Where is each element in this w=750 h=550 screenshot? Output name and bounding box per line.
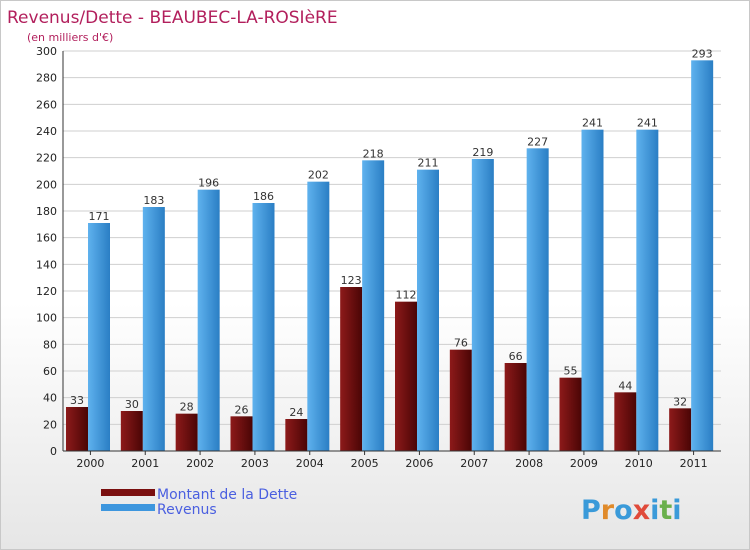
- value-label: 202: [308, 169, 329, 182]
- legend-swatch: [101, 489, 155, 496]
- bar-revenus: [526, 148, 549, 452]
- y-tick-label: 220: [36, 152, 57, 165]
- x-tick-label: 2002: [186, 457, 214, 470]
- value-label: 218: [363, 147, 384, 160]
- x-tick-label: 2010: [625, 457, 653, 470]
- bar-dette: [504, 363, 527, 451]
- logo-letter: P: [581, 495, 601, 526]
- y-tick-label: 200: [36, 178, 57, 191]
- bar-dette: [614, 392, 637, 451]
- bar-dette: [449, 349, 472, 451]
- bar-revenus: [197, 189, 220, 451]
- chart-subtitle: (en milliers d'€): [27, 31, 113, 44]
- logo-letter: i: [672, 495, 681, 526]
- logo-letter: t: [659, 495, 672, 526]
- value-label: 44: [618, 379, 632, 392]
- x-tick-label: 2007: [460, 457, 488, 470]
- value-label: 293: [692, 47, 713, 60]
- y-tick-label: 0: [50, 445, 57, 458]
- x-tick-label: 2000: [76, 457, 104, 470]
- y-tick-label: 240: [36, 125, 57, 138]
- y-tick-label: 160: [36, 232, 57, 245]
- bar-dette: [669, 408, 692, 451]
- value-label: 219: [472, 146, 493, 159]
- bar-dette: [285, 419, 308, 451]
- bar-revenus: [691, 60, 714, 451]
- legend-label: Revenus: [157, 502, 217, 518]
- bar-revenus: [362, 160, 385, 452]
- x-tick-label: 2005: [351, 457, 379, 470]
- value-label: 183: [143, 194, 164, 207]
- bar-dette: [395, 301, 417, 451]
- value-label: 112: [396, 289, 417, 302]
- legend-label: Montant de la Dette: [157, 487, 297, 503]
- x-tick-label: 2011: [680, 457, 708, 470]
- y-tick-label: 260: [36, 98, 57, 111]
- value-label: 211: [418, 157, 439, 170]
- value-label: 241: [582, 117, 603, 130]
- y-tick-label: 40: [43, 392, 57, 405]
- logo-letter: i: [650, 495, 659, 526]
- value-label: 171: [89, 210, 110, 223]
- logo-letter: r: [601, 495, 615, 526]
- value-label: 186: [253, 190, 274, 203]
- legend-swatch: [101, 504, 155, 511]
- value-label: 123: [341, 274, 362, 287]
- bar-dette: [559, 377, 582, 451]
- y-tick-label: 280: [36, 72, 57, 85]
- x-tick-label: 2009: [570, 457, 598, 470]
- y-tick-label: 80: [43, 338, 57, 351]
- chart-title: Revenus/Dette - BEAUBEC-LA-ROSIèRE: [7, 8, 338, 28]
- x-tick-label: 2001: [131, 457, 159, 470]
- value-label: 26: [235, 403, 249, 416]
- y-tick-label: 140: [36, 258, 57, 271]
- bar-dette: [230, 416, 253, 451]
- y-tick-label: 300: [36, 45, 57, 58]
- bar-revenus: [581, 129, 604, 451]
- x-tick-label: 2008: [515, 457, 543, 470]
- bar-revenus: [307, 181, 330, 451]
- bar-revenus: [636, 129, 659, 451]
- bar-revenus: [417, 169, 439, 451]
- bar-revenus: [471, 159, 494, 451]
- bar-dette: [66, 407, 88, 451]
- value-label: 32: [673, 395, 687, 408]
- y-tick-label: 120: [36, 285, 57, 298]
- x-tick-label: 2006: [405, 457, 433, 470]
- grid-lines: [63, 50, 721, 425]
- x-tick-label: 2004: [296, 457, 324, 470]
- value-label: 55: [564, 365, 578, 378]
- bar-revenus: [142, 207, 165, 451]
- y-tick-label: 100: [36, 312, 57, 325]
- y-tick-label: 180: [36, 205, 57, 218]
- logo-letter: x: [633, 495, 650, 526]
- y-tick-label: 60: [43, 365, 57, 378]
- value-label: 66: [509, 350, 523, 363]
- value-label: 24: [289, 406, 303, 419]
- bar-revenus: [252, 203, 275, 451]
- value-label: 33: [70, 394, 84, 407]
- value-label: 227: [527, 135, 548, 148]
- bar-dette: [340, 287, 363, 451]
- y-tick-label: 20: [43, 418, 57, 431]
- value-label: 30: [125, 398, 139, 411]
- bar-dette: [120, 411, 143, 451]
- logo-letter: o: [614, 495, 633, 526]
- value-label: 28: [180, 401, 194, 414]
- y-axis: 0 20 40 60 80 100 120 140 160 180 200 220 240 260 280 3…: [36, 45, 64, 458]
- value-label: 76: [454, 337, 468, 350]
- x-tick-label: 2003: [241, 457, 269, 470]
- bars: 33 171 30 183 28 196 26 186 24 202 123 218 112 211 76 2…: [66, 47, 714, 452]
- value-label: 196: [198, 177, 219, 190]
- bar-revenus: [88, 223, 110, 451]
- value-label: 241: [637, 117, 658, 130]
- x-axis: 2000 2001 2002 2003 2004 2005 2006 2007 2008 2009…: [63, 450, 721, 470]
- proxiti-logo: Proxiti: [581, 495, 682, 526]
- bar-dette: [175, 413, 198, 451]
